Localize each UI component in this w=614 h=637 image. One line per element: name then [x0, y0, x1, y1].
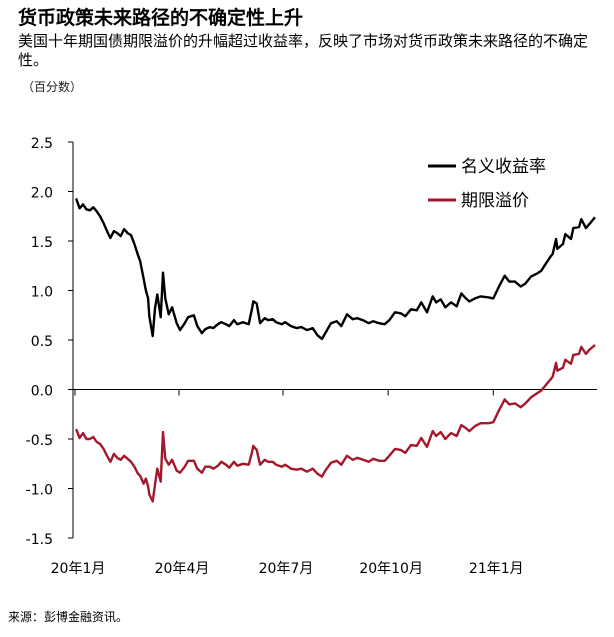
chart-lines: [74, 198, 596, 503]
y-tick-label: -1.0: [26, 483, 53, 499]
y-tick-label: 2.0: [31, 186, 53, 202]
chart-legend: 名义收益率 期限溢价: [428, 157, 546, 211]
series-line-term-premium: [74, 344, 596, 503]
y-tick-label: -1.5: [26, 532, 53, 548]
source-note: 来源：彭博金融资讯。: [8, 610, 129, 624]
unit-label: （百分数）: [22, 80, 83, 94]
y-axis-ticks: 2.5 2.0 1.5 1.0 0.5 0.0 -0.5 -1.0 -1.5: [26, 136, 73, 548]
legend-label-term-premium: 期限溢价: [461, 191, 529, 211]
x-tick-label: 20年1月: [51, 561, 106, 577]
x-axis-ticks: 20年1月 20年4月 20年7月 20年10月 21年1月: [51, 389, 524, 577]
y-tick-label: 1.5: [31, 235, 53, 251]
x-tick-label: 20年10月: [359, 561, 423, 577]
x-tick-label: 20年4月: [155, 561, 210, 577]
legend-label-nominal: 名义收益率: [461, 157, 546, 177]
x-tick-label: 20年7月: [259, 561, 314, 577]
y-tick-label: -0.5: [26, 433, 53, 449]
y-tick-label: 0.5: [31, 334, 53, 350]
x-tick-label: 21年1月: [469, 561, 524, 577]
chart-title: 货币政策未来路径的不确定性上升: [18, 7, 304, 29]
y-tick-label: 2.5: [31, 136, 53, 152]
chart-subtitle: 美国十年期国债期限溢价的升幅超过收益率，反映了市场对货币政策未来路径的不确定性。: [18, 32, 589, 69]
y-tick-label: 1.0: [31, 285, 53, 301]
series-line-nominal-yield: [74, 198, 596, 341]
y-tick-label: 0.0: [31, 384, 53, 400]
